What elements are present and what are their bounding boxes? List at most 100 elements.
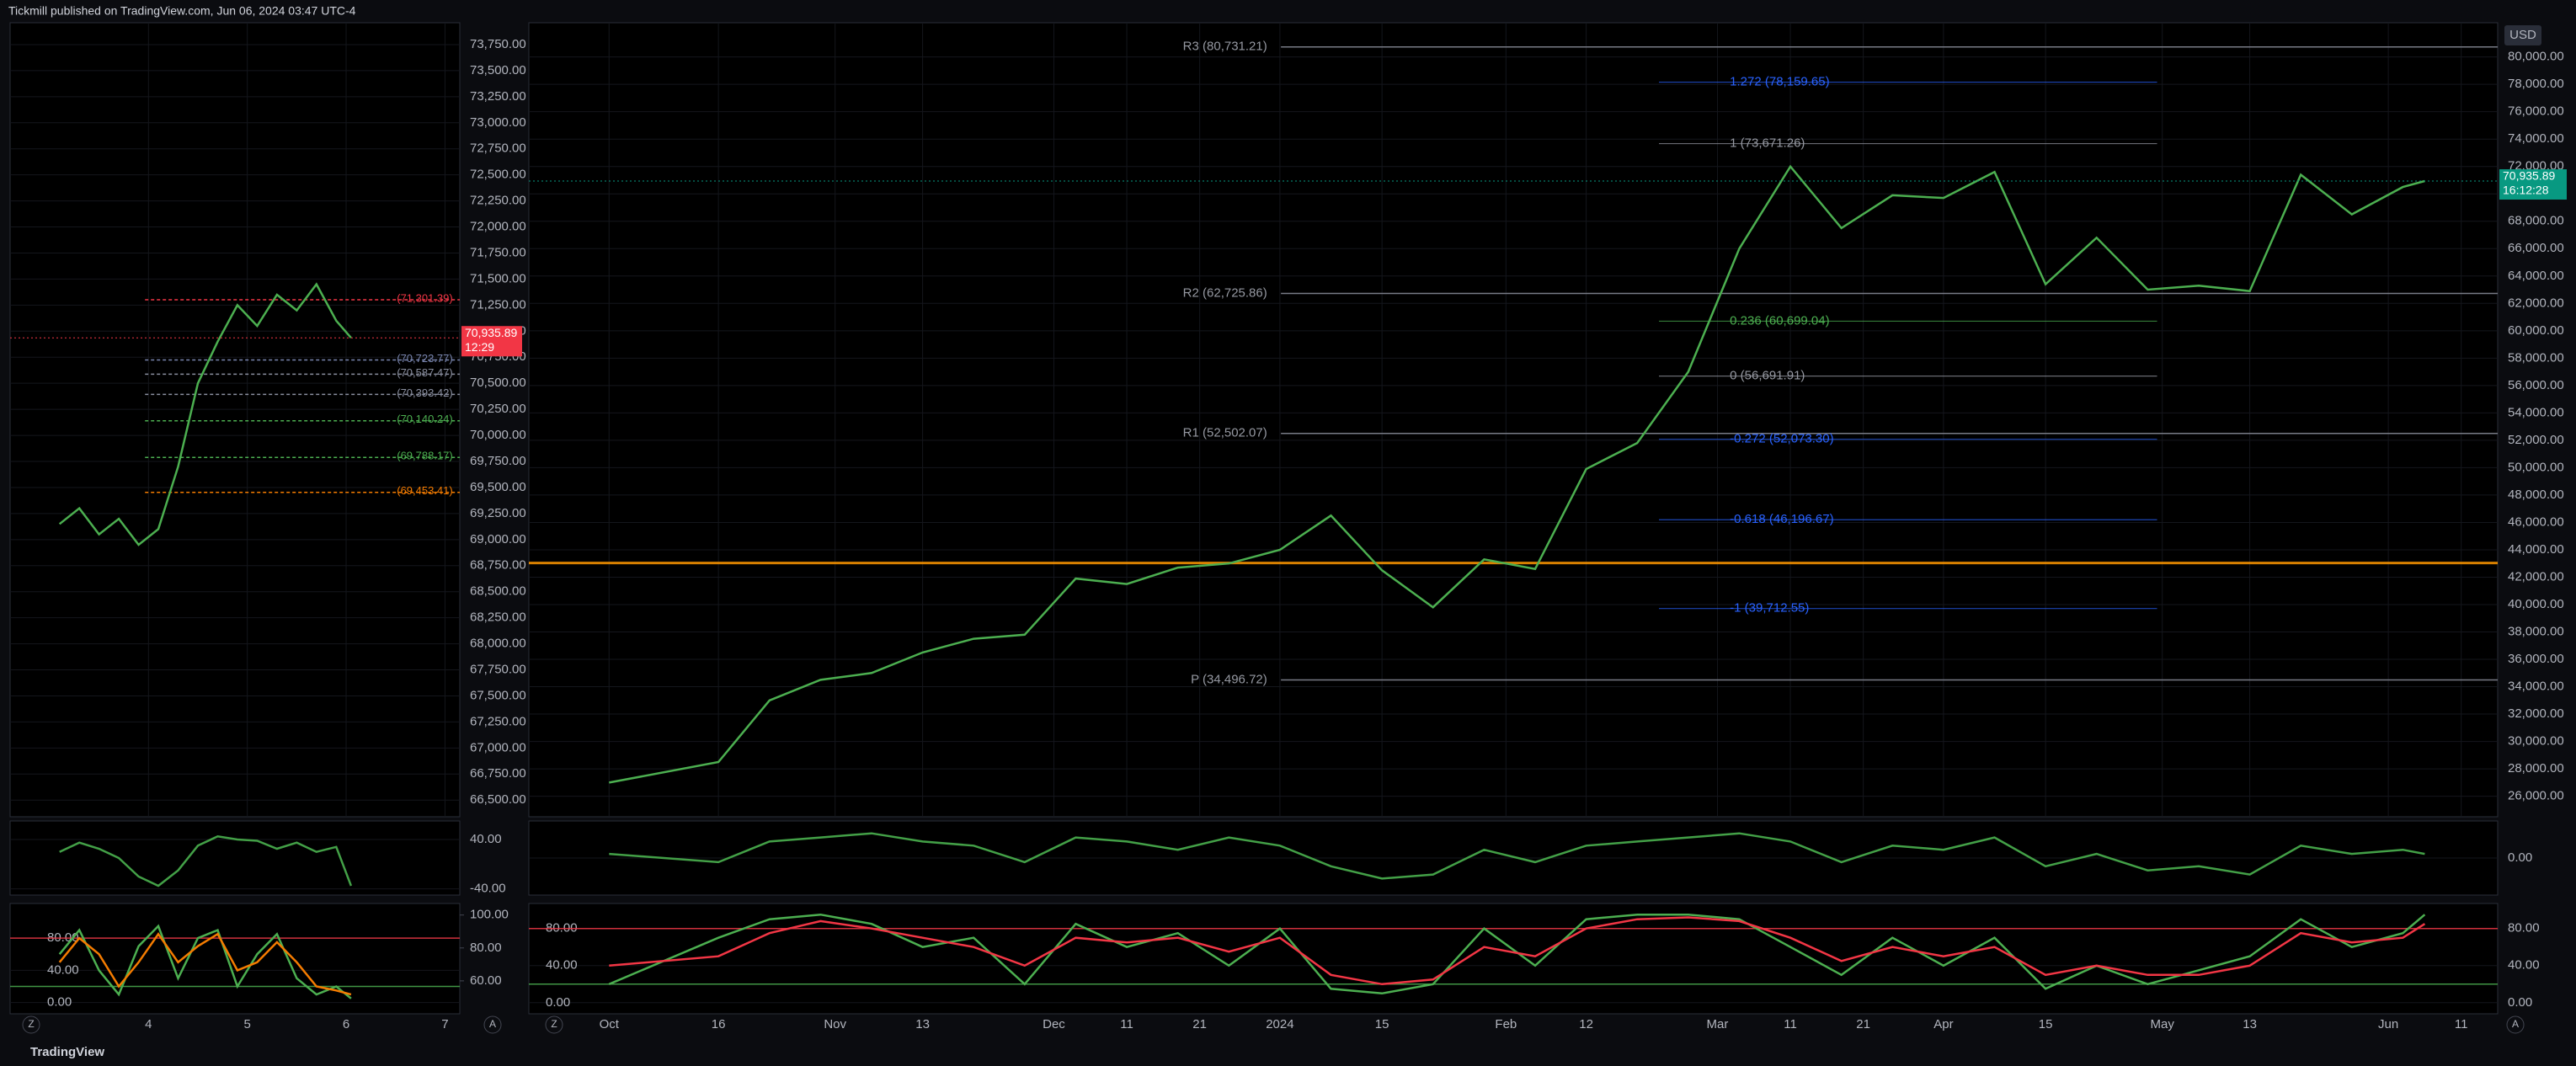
scale-button[interactable]: Z: [551, 1018, 557, 1030]
y-tick-label: 70,000.00: [470, 428, 526, 442]
last-price-box: [461, 326, 522, 357]
x-tick-label: 15: [1375, 1017, 1389, 1031]
scale-button[interactable]: Z: [28, 1018, 34, 1030]
brand: TradingView: [30, 1045, 104, 1059]
y-tick-label: 0.00: [47, 995, 72, 1010]
pivot-label: R1 (52,502.07): [1183, 426, 1267, 440]
y-tick-label: 64,000.00: [2508, 269, 2564, 283]
y-tick-label: 76,000.00: [2508, 104, 2564, 119]
y-tick-label: 36,000.00: [2508, 652, 2564, 666]
currency-label[interactable]: USD: [2509, 28, 2536, 42]
y-tick-label: 72,250.00: [470, 194, 526, 208]
scale-button-frame[interactable]: [22, 1015, 40, 1034]
y-tick-label: 72,500.00: [470, 168, 526, 182]
y-tick-label: 68,000.00: [2508, 214, 2564, 228]
x-tick-label: 11: [1120, 1017, 1133, 1031]
pivot-label: R3 (80,731.21): [1183, 40, 1267, 54]
x-tick-label: 11: [2455, 1017, 2468, 1031]
y-tick-label: 40.00: [47, 962, 79, 977]
y-tick-label: 66,750.00: [470, 766, 526, 781]
y2-tick-label: 80.00: [470, 941, 502, 955]
publish-header: Tickmill published on TradingView.com, J…: [8, 4, 356, 18]
y-tick-label: 74,000.00: [2508, 131, 2564, 146]
y-tick-label: 70,500.00: [470, 376, 526, 390]
y-tick-label: 44,000.00: [2508, 542, 2564, 557]
series-line: [609, 916, 2426, 986]
pane: [9, 820, 461, 896]
y-tick-label: 68,750.00: [470, 558, 526, 573]
last-price-label: 70,935.89: [465, 326, 517, 339]
scale-button[interactable]: A: [2512, 1018, 2519, 1030]
x-tick-label: 4: [145, 1017, 152, 1031]
series-line: [58, 932, 352, 996]
x-tick-label: 12: [1579, 1017, 1593, 1031]
scale-button-frame[interactable]: [483, 1015, 502, 1034]
y-tick-label: 62,000.00: [2508, 296, 2564, 310]
x-tick-label: 16: [712, 1017, 726, 1031]
pane: [528, 22, 2499, 818]
y-tick-label: 40.00: [546, 958, 578, 973]
y-tick-label: 80.00: [2508, 921, 2540, 935]
y-tick-label: 73,000.00: [470, 115, 526, 130]
y-tick-label: 54,000.00: [2508, 405, 2564, 419]
level-label: (70,587.47): [397, 366, 453, 379]
y-tick-label: 73,500.00: [470, 63, 526, 77]
y-tick-label: 68,000.00: [470, 637, 526, 651]
y-tick-label: 40.00: [2508, 958, 2540, 973]
level-label: (70,140.24): [397, 413, 453, 425]
x-tick-label: 6: [343, 1017, 349, 1031]
y-tick-label: 40,000.00: [2508, 597, 2564, 611]
y-tick-label: 0.00: [2508, 995, 2532, 1010]
y-tick-label: 80,000.00: [2508, 50, 2564, 64]
y-tick-label: 34,000.00: [2508, 680, 2564, 694]
y-tick-label: 71,500.00: [470, 271, 526, 285]
y-tick-label: 69,750.00: [470, 454, 526, 468]
x-tick-label: Feb: [1495, 1017, 1517, 1031]
y-tick-label: 68,500.00: [470, 584, 526, 599]
series-line: [609, 164, 2425, 784]
fib-label: -1 (39,712.55): [1730, 601, 1809, 616]
scale-button[interactable]: A: [489, 1018, 496, 1030]
series-line: [59, 835, 353, 887]
series-line: [58, 924, 352, 999]
y-tick-label: 72,750.00: [470, 141, 526, 156]
y-tick-label: 66,000.00: [2508, 241, 2564, 255]
y-tick-label: 67,750.00: [470, 662, 526, 676]
last-price-box: [2499, 169, 2567, 200]
level-label: (71,301.39): [397, 291, 453, 304]
x-tick-label: 21: [1192, 1017, 1207, 1031]
pivot-label: R2 (62,725.86): [1183, 285, 1267, 300]
x-tick-label: Oct: [600, 1017, 620, 1031]
scale-button-frame[interactable]: [545, 1015, 563, 1034]
fib-label: 0 (56,691.91): [1730, 369, 1805, 383]
currency-box[interactable]: [2504, 25, 2541, 45]
y-tick-label: 67,000.00: [470, 740, 526, 754]
fib-label: 0.236 (60,699.04): [1730, 313, 1829, 328]
y-tick-label: 73,250.00: [470, 89, 526, 104]
pivot-label: P (34,496.72): [1191, 672, 1267, 686]
fib-label: 1.272 (78,159.65): [1730, 75, 1829, 89]
y-tick-label: -40.00: [470, 882, 506, 896]
x-tick-label: Mar: [1707, 1017, 1729, 1031]
y-tick-label: 28,000.00: [2508, 761, 2564, 776]
level-label: (70,393.42): [397, 386, 453, 399]
fib-label: -0.618 (46,196.67): [1730, 512, 1833, 526]
x-tick-label: 13: [2243, 1017, 2257, 1031]
y-tick-label: 30,000.00: [2508, 734, 2564, 749]
y2-tick-label: 60.00: [470, 973, 502, 988]
y2-tick-label: 100.00: [470, 908, 509, 922]
x-tick-label: Nov: [824, 1017, 846, 1031]
x-tick-label: 5: [243, 1017, 250, 1031]
countdown-label: 16:12:28: [2503, 184, 2549, 197]
y-tick-label: 68,250.00: [470, 610, 526, 625]
y-tick-label: 32,000.00: [2508, 706, 2564, 721]
x-tick-label: Jun: [2378, 1017, 2398, 1031]
y-tick-label: 67,250.00: [470, 714, 526, 728]
y-tick-label: 52,000.00: [2508, 433, 2564, 447]
y-tick-label: 50,000.00: [2508, 460, 2564, 474]
y-tick-label: 69,250.00: [470, 506, 526, 520]
y-tick-label: 60,000.00: [2508, 323, 2564, 338]
scale-button-frame[interactable]: [2506, 1015, 2525, 1034]
y-tick-label: 73,750.00: [470, 37, 526, 51]
